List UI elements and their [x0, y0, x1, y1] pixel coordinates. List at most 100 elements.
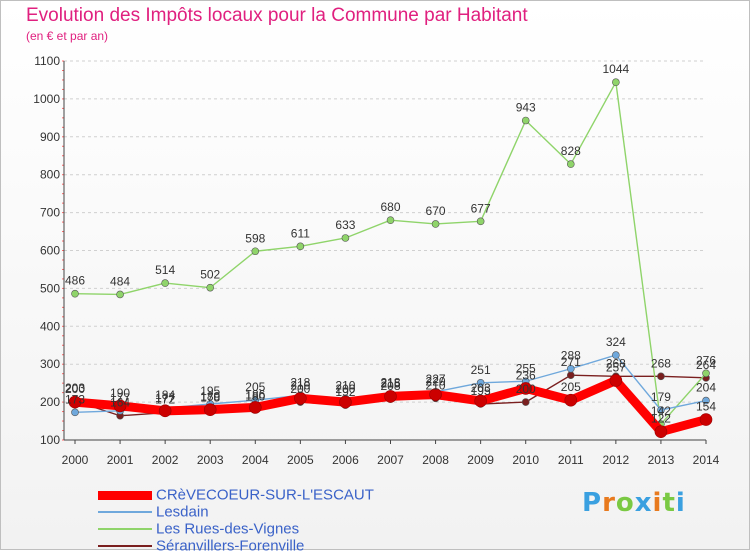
data-label: 180 [200, 390, 220, 404]
legend-label: Lesdain [156, 503, 209, 521]
data-point [521, 116, 530, 125]
data-point [203, 403, 217, 416]
logo-letter: P [582, 488, 603, 518]
data-point [339, 395, 352, 409]
x-tick-label: 2003 [197, 453, 224, 467]
legend-item: Lesdain [98, 503, 374, 521]
data-label: 203 [471, 381, 491, 395]
data-point [612, 351, 620, 359]
data-label: 190 [110, 386, 130, 400]
data-point [206, 283, 215, 292]
data-label: 227 [426, 372, 446, 386]
x-tick-label: 2008 [422, 453, 449, 467]
data-point [476, 378, 485, 387]
legend-label: Séranvillers-Forenville [156, 537, 305, 555]
data-label: 164 [110, 396, 130, 410]
logo-letter: i [675, 488, 686, 518]
data-label: 257 [606, 360, 626, 374]
data-label: 210 [290, 378, 310, 392]
data-label: 220 [426, 375, 446, 389]
data-point [429, 388, 442, 401]
data-point [654, 425, 668, 438]
data-label: 204 [696, 381, 716, 395]
data-point [116, 290, 124, 299]
data-label: 203 [65, 381, 85, 395]
y-tick-label: 500 [40, 281, 60, 295]
x-tick-label: 2001 [107, 453, 134, 467]
data-label: 324 [606, 335, 626, 349]
data-label: 177 [155, 391, 175, 405]
logo-letter: x [634, 488, 653, 518]
data-label: 828 [561, 144, 581, 158]
data-label: 268 [651, 356, 671, 370]
data-label: 122 [651, 412, 671, 426]
x-tick-label: 2010 [512, 453, 539, 467]
x-tick-label: 2007 [377, 453, 404, 467]
data-point [158, 404, 172, 418]
data-label: 680 [380, 200, 400, 214]
data-point [161, 279, 169, 287]
y-tick-label: 800 [40, 168, 60, 182]
data-label: 1044 [603, 62, 630, 76]
data-label: 502 [200, 268, 220, 282]
chart-subtitle: (en € et par an) [26, 29, 109, 43]
data-point [702, 396, 710, 405]
data-label: 677 [471, 201, 491, 215]
y-tick-label: 200 [40, 395, 60, 409]
data-label: 184 [155, 388, 175, 402]
data-label: 200 [335, 382, 355, 396]
data-label: 264 [696, 358, 716, 372]
x-tick-label: 2002 [152, 453, 179, 467]
data-point [609, 374, 623, 387]
data-label: 514 [155, 263, 175, 277]
data-point [248, 401, 262, 414]
data-point [474, 394, 487, 408]
legend-swatch [98, 545, 152, 548]
data-point [386, 216, 395, 224]
data-label: 178 [200, 390, 220, 404]
y-tick-label: 600 [40, 244, 60, 258]
data-label: 154 [696, 400, 716, 414]
data-point [251, 247, 260, 256]
x-tick-label: 2000 [62, 453, 89, 467]
legend-swatch [98, 511, 152, 514]
y-tick-label: 900 [40, 130, 60, 144]
data-point [476, 217, 485, 226]
data-label: 179 [651, 390, 671, 404]
data-label: 192 [335, 385, 355, 399]
data-point [657, 406, 665, 414]
data-point [566, 160, 575, 168]
data-label: 205 [561, 380, 581, 394]
data-point [294, 392, 307, 405]
data-label: 236 [516, 368, 536, 382]
data-label: 288 [561, 349, 581, 363]
y-tick-label: 1100 [34, 54, 60, 68]
data-point [657, 372, 665, 381]
data-point [521, 398, 530, 406]
x-tick-label: 2014 [693, 453, 720, 467]
data-label: 268 [606, 356, 626, 370]
data-point [71, 408, 79, 417]
y-tick-label: 400 [40, 319, 60, 333]
data-label: 598 [245, 231, 265, 245]
data-point [699, 413, 713, 426]
data-label: 484 [110, 274, 130, 288]
data-label: 200 [65, 382, 85, 396]
x-tick-label: 2009 [467, 453, 494, 467]
data-label: 251 [471, 363, 491, 377]
data-label: 195 [200, 384, 220, 398]
data-label: 271 [561, 355, 581, 369]
data-label: 205 [245, 380, 265, 394]
data-point [113, 399, 127, 413]
data-label: 486 [65, 274, 85, 288]
data-label: 173 [65, 392, 85, 406]
logo-letter: r [602, 488, 616, 518]
legend: CRèVECOEUR-SUR-L'ESCAUT Lesdain Les Rues-d… [98, 486, 374, 555]
x-tick-label: 2005 [287, 453, 314, 467]
data-point [566, 364, 575, 373]
data-label: 611 [291, 226, 310, 240]
data-label: 180 [245, 390, 265, 404]
data-label: 210 [426, 378, 446, 392]
y-tick-label: 1000 [33, 92, 60, 106]
